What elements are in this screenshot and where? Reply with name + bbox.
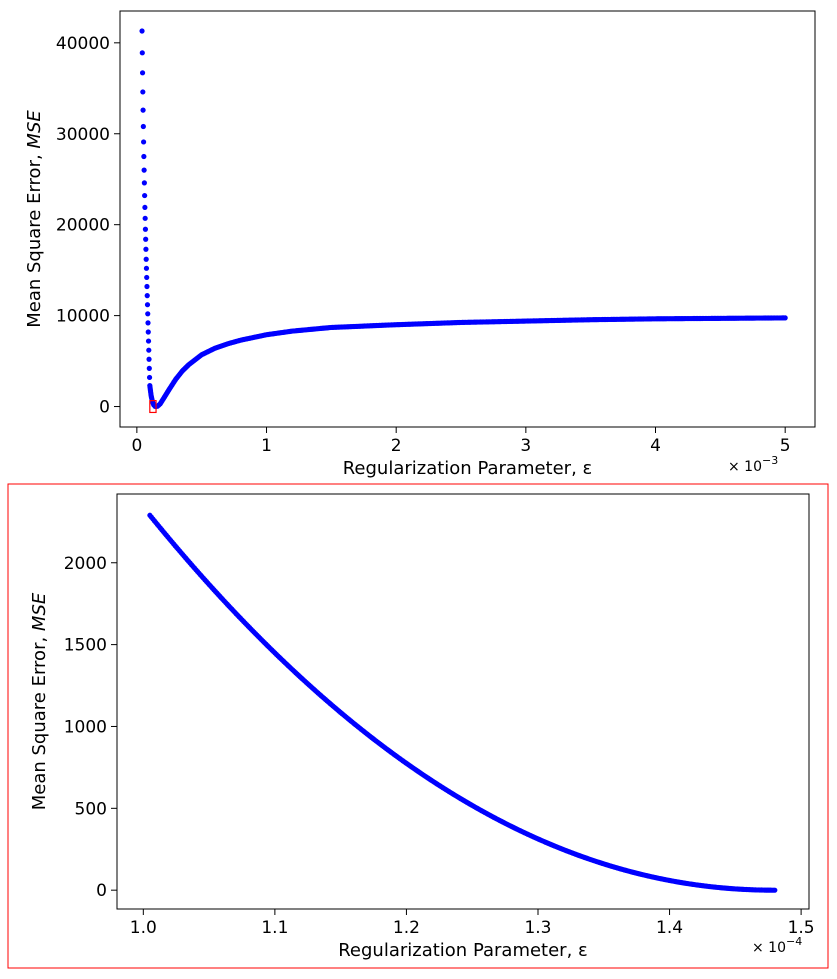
- plot-frame: [116, 493, 810, 910]
- x-offset-label: × 10−3: [728, 454, 778, 475]
- data-point: [141, 167, 147, 173]
- data-point: [140, 123, 146, 130]
- zoom-frame: [7, 483, 829, 969]
- x-tick-label: 1.5: [788, 918, 815, 938]
- data-point: [772, 887, 778, 893]
- data-point: [142, 204, 148, 211]
- data-point: [143, 265, 150, 271]
- data-point: [144, 274, 150, 281]
- data-point: [145, 311, 151, 317]
- data-point: [143, 246, 149, 252]
- data-point: [143, 256, 149, 262]
- chart-2: 1.0 1.1 1.2 1.3 1.4 1.5 0 500 1000 1500 2000 Regula…: [7, 483, 829, 969]
- data-point: [139, 50, 145, 56]
- x-axis-label: Regularization Parameter, ε: [343, 458, 593, 479]
- data-point: [145, 329, 151, 335]
- data-series: [139, 28, 788, 410]
- data-point: [141, 180, 147, 186]
- y-tick-label: 1000: [64, 717, 107, 737]
- data-point: [140, 89, 146, 95]
- y-axis-label: Mean Square Error, MSE: [24, 110, 45, 328]
- y-tick-label: 20000: [56, 216, 110, 236]
- y-tick-label: 500: [75, 799, 107, 819]
- x-offset-label: × 10−4: [752, 935, 802, 956]
- data-point: [144, 293, 150, 299]
- data-series: [147, 512, 778, 893]
- data-point: [139, 28, 145, 34]
- x-tick-label: 3: [520, 436, 531, 456]
- y-tick-label: 0: [99, 398, 110, 418]
- data-point: [146, 374, 153, 381]
- data-point: [142, 192, 148, 199]
- data-point: [144, 283, 150, 290]
- y-tick-label: 1500: [64, 636, 107, 656]
- x-tick-label: 0: [131, 436, 142, 456]
- x-tick-label: 1.3: [524, 918, 551, 938]
- x-tick-label: 2: [391, 436, 402, 456]
- plot-frame: [119, 10, 816, 428]
- data-point: [145, 320, 151, 326]
- x-tick-label: 5: [780, 436, 791, 456]
- y-tick-label: 2000: [64, 554, 107, 574]
- data-point: [142, 226, 149, 232]
- data-point: [782, 315, 788, 321]
- x-tick-label: 1.1: [261, 918, 288, 938]
- zoom-box: [149, 400, 157, 414]
- y-tick-label: 40000: [56, 34, 110, 54]
- data-point: [143, 236, 149, 242]
- y-tick-label: 30000: [56, 125, 110, 145]
- data-point: [145, 338, 152, 344]
- x-tick-label: 1: [261, 436, 272, 456]
- x-tick-label: 1.2: [393, 918, 420, 938]
- data-point: [144, 302, 151, 308]
- data-point: [140, 107, 146, 113]
- y-tick-label: 0: [96, 881, 107, 901]
- data-point: [139, 70, 146, 76]
- x-axis-label: Regularization Parameter, ε: [338, 940, 588, 961]
- data-point: [146, 347, 152, 353]
- data-point: [141, 153, 147, 160]
- x-tick-label: 1.4: [656, 918, 683, 938]
- x-tick-label: 1.0: [130, 918, 157, 938]
- chart-1: 0 1 2 3 4 5 0 10000 20000 30000 40000 Regularizatio…: [24, 10, 816, 479]
- y-tick-label: 10000: [56, 307, 110, 327]
- data-point: [146, 365, 152, 371]
- data-point: [146, 356, 152, 362]
- data-point: [140, 139, 147, 145]
- data-point: [142, 215, 148, 221]
- y-axis-label: Mean Square Error, MSE: [29, 592, 50, 810]
- x-tick-label: 4: [650, 436, 661, 456]
